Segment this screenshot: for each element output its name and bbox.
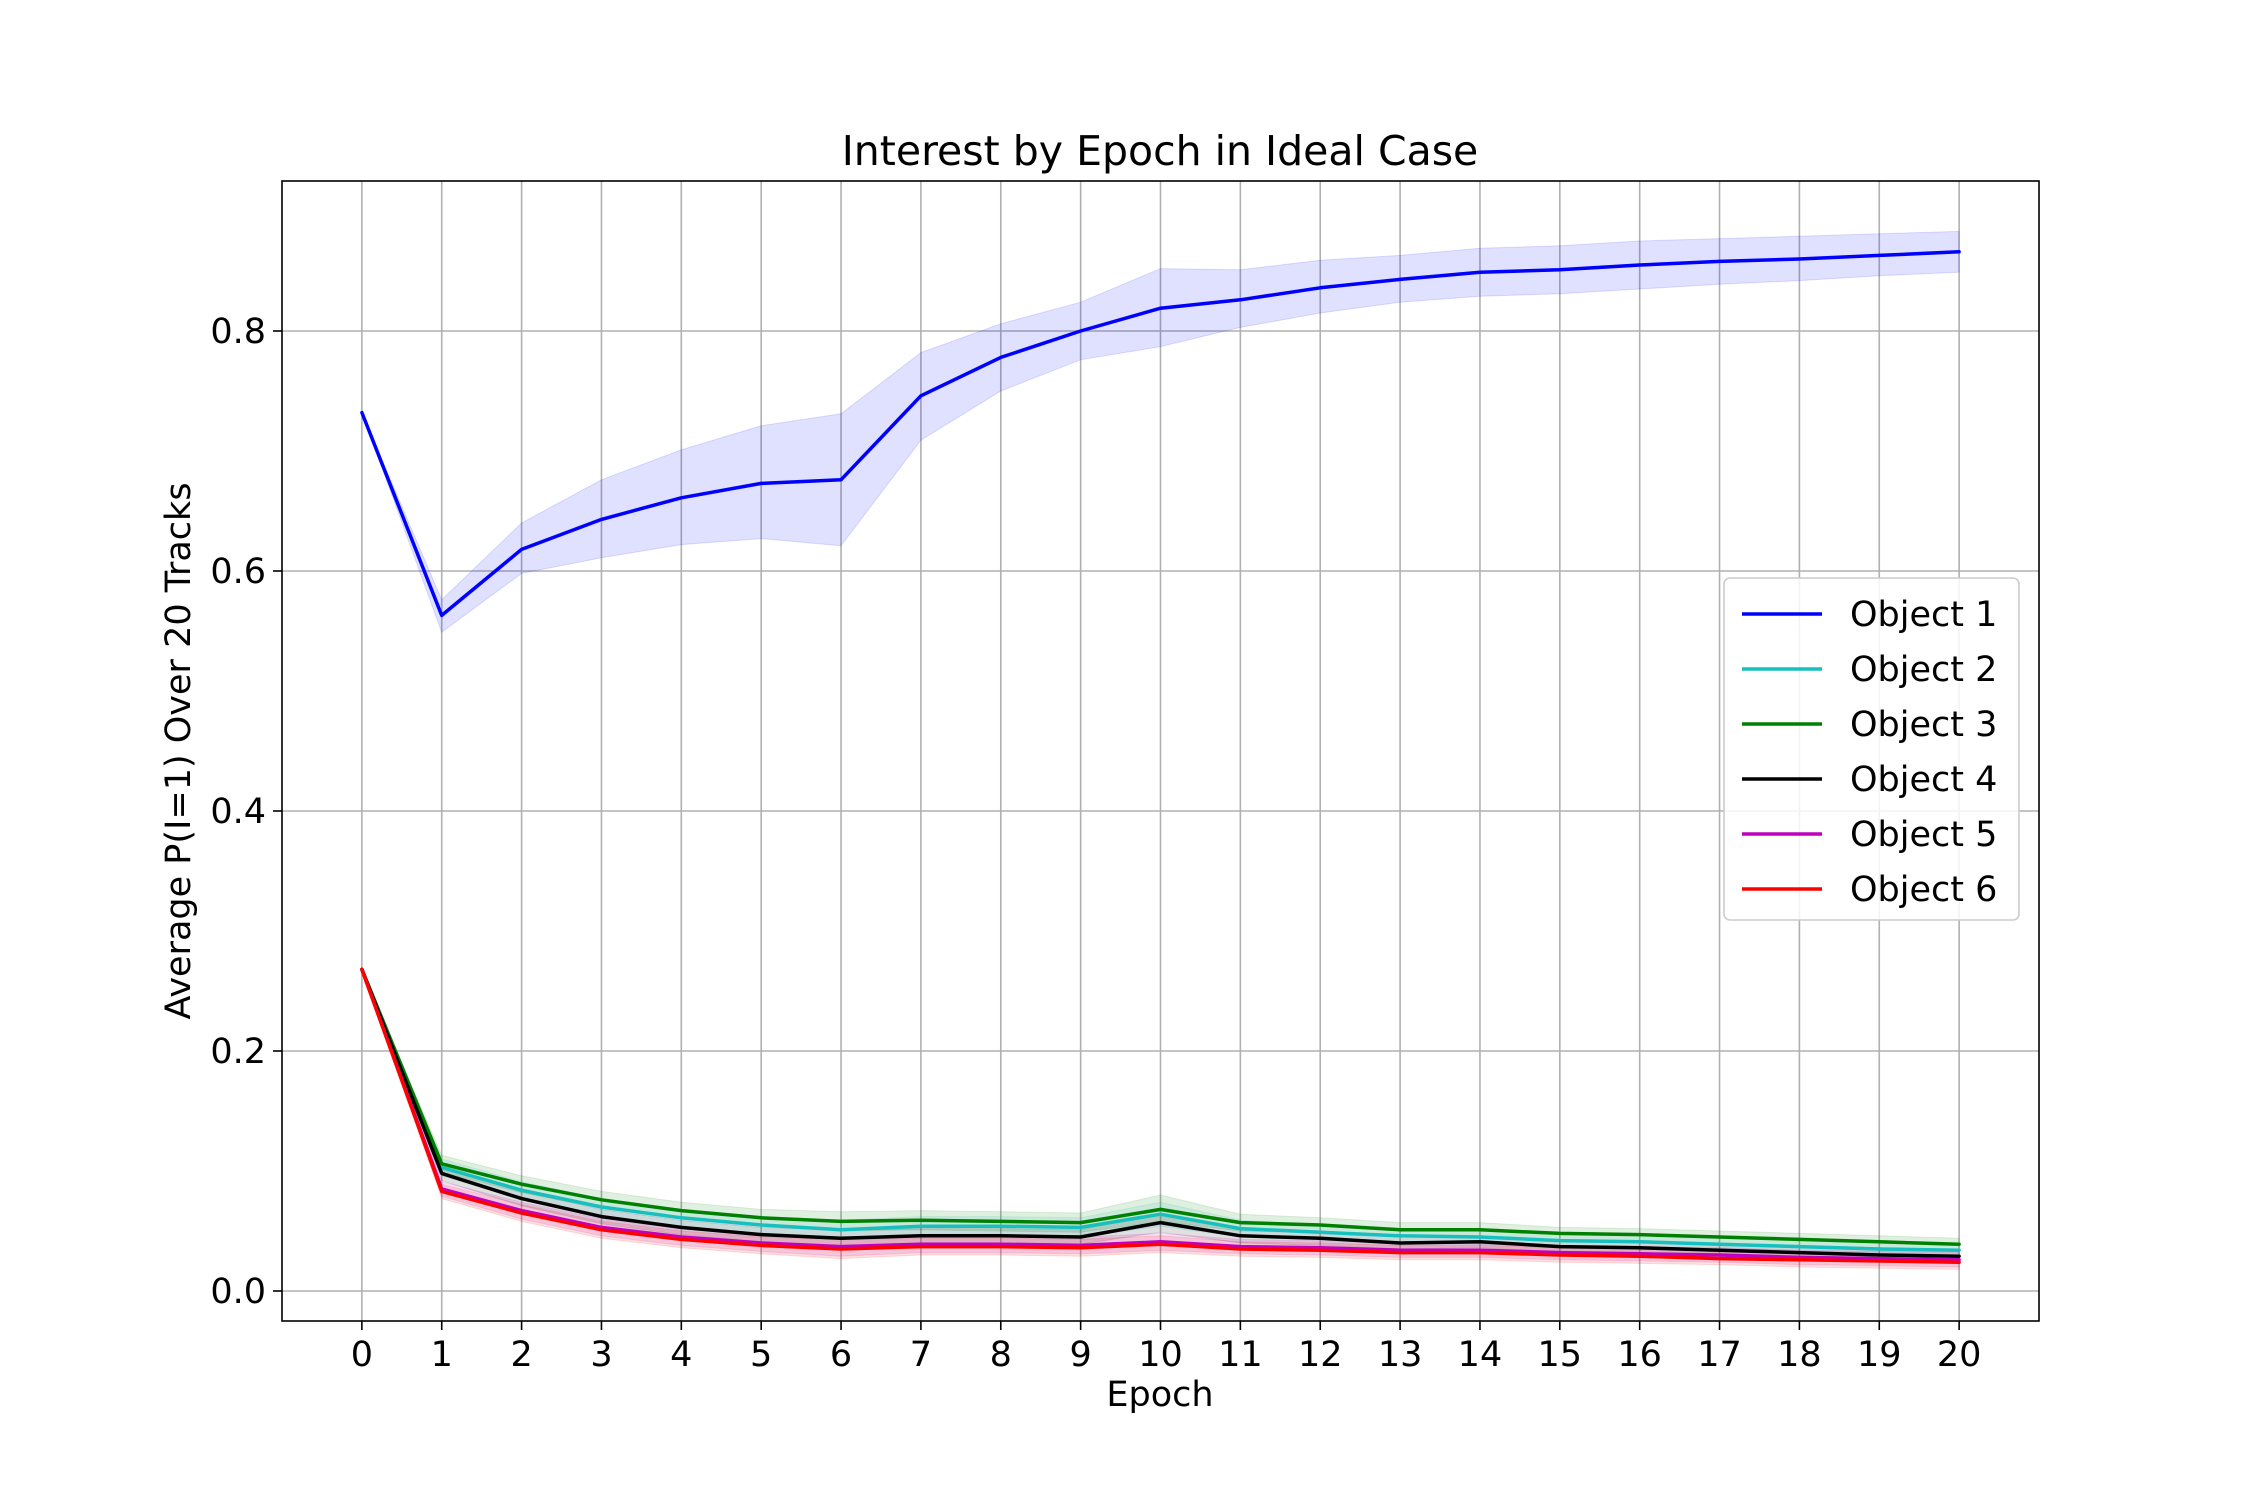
- legend: Object 1 Object 2 Object 3 Object 4 Object 5…: [1723, 577, 2020, 921]
- x-tick-label: 5: [750, 1335, 772, 1375]
- legend-label-4: Object 4: [1850, 760, 1997, 800]
- x-tick-label: 12: [1298, 1335, 1343, 1375]
- x-tick-label: 14: [1458, 1335, 1503, 1375]
- legend-label-6: Object 6: [1850, 870, 1997, 910]
- x-tick-label: 9: [1069, 1335, 1091, 1375]
- x-tick-label: 15: [1538, 1335, 1583, 1375]
- x-tick-label: 6: [830, 1335, 852, 1375]
- x-tick-label: 19: [1857, 1335, 1902, 1375]
- series-line-4: [360, 967, 1961, 1258]
- series-line-2: [360, 967, 1961, 1252]
- x-tick-label: 2: [510, 1335, 532, 1375]
- x-tick-label: 1: [431, 1335, 453, 1375]
- x-tick-label: 16: [1617, 1335, 1662, 1375]
- grid: [282, 181, 2039, 1321]
- x-tick-label: 20: [1937, 1335, 1982, 1375]
- series-lines: [360, 250, 1961, 1264]
- x-tick-label: 0: [351, 1335, 373, 1375]
- y-axis-ticks: 0.0 0.2 0.4 0.6 0.8: [210, 312, 282, 1312]
- series-line-3: [360, 967, 1961, 1246]
- legend-label-5: Object 5: [1850, 815, 1997, 855]
- y-tick-label: 0.4: [210, 792, 266, 832]
- x-tick-label: 3: [590, 1335, 612, 1375]
- y-tick-label: 0.2: [210, 1032, 266, 1072]
- y-tick-label: 0.0: [210, 1272, 266, 1312]
- y-tick-label: 0.6: [210, 552, 266, 592]
- x-tick-label: 7: [910, 1335, 932, 1375]
- x-tick-label: 18: [1777, 1335, 1822, 1375]
- chart-title: Interest by Epoch in Ideal Case: [842, 127, 1479, 175]
- x-tick-label: 4: [670, 1335, 692, 1375]
- series-line-1: [360, 250, 1961, 618]
- series-line-5: [360, 967, 1961, 1262]
- y-axis-label: Average P(I=1) Over 20 Tracks: [159, 482, 199, 1019]
- x-axis-ticks: 0 1 2 3 4 5 6 7 8 9 10 11 12 13 14 15 16 17 18 19 20: [351, 1321, 1982, 1375]
- legend-label-3: Object 3: [1850, 705, 1997, 745]
- series-line-6: [360, 967, 1961, 1264]
- x-tick-label: 11: [1218, 1335, 1263, 1375]
- y-tick-label: 0.8: [210, 312, 266, 352]
- x-tick-label: 13: [1378, 1335, 1423, 1375]
- x-tick-label: 8: [990, 1335, 1012, 1375]
- x-tick-label: 17: [1697, 1335, 1742, 1375]
- legend-label-2: Object 2: [1850, 650, 1997, 690]
- legend-entries: Object 1 Object 2 Object 3 Object 4 Object 5…: [1742, 595, 1997, 910]
- x-tick-label: 10: [1138, 1335, 1183, 1375]
- legend-label-1: Object 1: [1850, 595, 1997, 635]
- x-axis-label: Epoch: [1106, 1375, 1213, 1415]
